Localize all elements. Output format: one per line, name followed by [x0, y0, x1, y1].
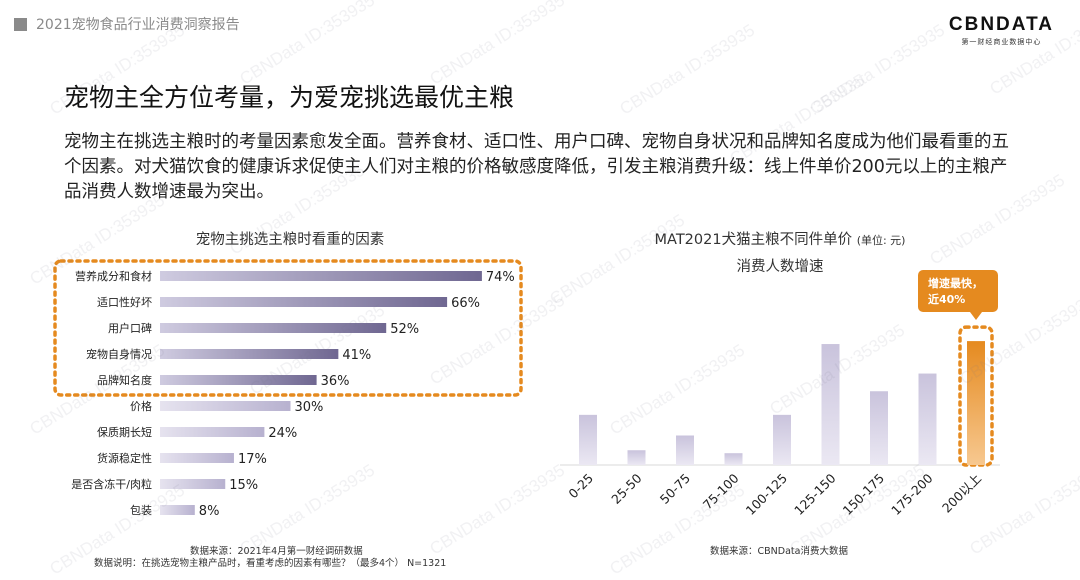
price-tick-label: 100-125: [743, 471, 791, 519]
price-tick-label: 25-50: [608, 470, 644, 506]
factor-bar: [160, 401, 291, 411]
factor-bar: [160, 271, 482, 281]
factor-label: 保质期长短: [97, 425, 152, 439]
factor-value-label: 30%: [295, 400, 324, 415]
price-bar: [579, 414, 597, 465]
price-tick-label: 75-100: [700, 470, 742, 512]
price-growth-bar-chart: 0-25 25-50 50-75 75-100 100-125 125-150 150-17…: [560, 270, 1000, 519]
watermark-text: CBNData ID:353935: [616, 20, 758, 119]
right-chart-title-main: MAT2021犬猫主粮不同件单价: [654, 232, 853, 248]
factor-bar: [160, 479, 226, 489]
factor-value-label: 8%: [199, 504, 220, 519]
factor-bar: [160, 453, 234, 463]
callout-pointer: [970, 312, 982, 320]
price-bar: [724, 453, 743, 465]
watermark-text: CBNData ID:353935: [806, 20, 948, 119]
factor-bar: [160, 505, 195, 515]
left-source: 数据来源：2021年4月第一财经调研数据: [190, 546, 363, 557]
logo-sub-text: 第一财经商业数据中心: [961, 38, 1042, 46]
watermark-text: CBNData ID:353935: [426, 0, 568, 89]
factor-label: 用户口碑: [108, 321, 152, 335]
factor-bar: [160, 375, 317, 385]
price-bar: [676, 435, 694, 465]
cbndata-logo: CBNDATA 第一财经商业数据中心: [949, 14, 1054, 47]
page-headline: 宠物主全方位考量，为爱宠挑选最优主粮: [64, 83, 515, 112]
price-tick-label: 0-25: [565, 471, 596, 502]
top5-highlight-box: [53, 259, 523, 397]
factor-bar: [160, 297, 448, 307]
factor-value-label: 17%: [238, 452, 267, 467]
price-tick-label: 200以上: [939, 471, 984, 516]
price-bar: [918, 373, 937, 465]
left-note: 数据说明：在挑选宠物主粮产品时，看重考虑的因素有哪些？（最多4个） N=1321: [94, 558, 447, 569]
report-header: 2021宠物食品行业消费洞察报告: [14, 14, 240, 34]
factor-label: 适口性好坏: [97, 295, 152, 309]
price-bar: [870, 391, 888, 465]
price-bar: [821, 344, 840, 465]
watermark-text: CBNData ID:353935: [236, 0, 378, 89]
factor-bar: [160, 349, 339, 359]
factors-bar-chart: 营养成分和食材 74% 适口性好坏 66% 用户口碑 52% 宠物自身情况 41% 品牌知名度 3…: [53, 259, 523, 519]
price-tick-label: 125-150: [791, 470, 839, 518]
price-bar: [627, 450, 646, 465]
right-chart-title-unit: (单位: 元): [856, 234, 906, 247]
factor-value-label: 74%: [486, 270, 515, 285]
report-title: 2021宠物食品行业消费洞察报告: [36, 17, 240, 33]
callout-text-line1: 增速最快，: [928, 276, 983, 290]
factor-bar: [160, 427, 265, 437]
factor-label: 是否含冻干/肉粒: [71, 477, 152, 491]
factor-value-label: 66%: [451, 296, 480, 311]
factor-value-label: 52%: [390, 322, 419, 337]
factor-label: 品牌知名度: [97, 373, 152, 387]
summary-paragraph: 宠物主在挑选主粮时的考量因素愈发全面。营养食材、适口性、用户口碑、宠物自身状况和…: [64, 132, 1009, 202]
price-tick-label: 150-175: [840, 471, 888, 519]
factor-value-label: 36%: [321, 374, 350, 389]
header-square-icon: [14, 17, 27, 31]
right-source: 数据来源：CBNData消费大数据: [710, 546, 848, 557]
price-bar: [773, 414, 791, 465]
price-tick-label: 175-200: [888, 470, 936, 518]
logo-main-text: CBNDATA: [948, 14, 1054, 35]
callout-box: [918, 270, 998, 312]
price-bar: [967, 341, 985, 465]
factor-value-label: 24%: [268, 426, 297, 441]
factor-value-label: 41%: [342, 348, 371, 363]
factor-value-label: 15%: [229, 478, 258, 493]
right-chart-title: MAT2021犬猫主粮不同件单价 (单位: 元): [590, 228, 970, 249]
factor-label: 宠物自身情况: [86, 347, 152, 361]
factor-label: 营养成分和食材: [75, 269, 152, 283]
left-chart-title: 宠物主挑选主粮时看重的因素: [195, 232, 385, 248]
factor-label: 货源稳定性: [97, 451, 152, 465]
right-chart-subtitle: 消费人数增速: [736, 259, 824, 275]
factor-label: 包装: [130, 504, 152, 517]
callout-text-line2: 近40%: [928, 292, 965, 306]
price-tick-label: 50-75: [657, 471, 693, 507]
factor-label: 价格: [130, 399, 152, 413]
factor-bar: [160, 323, 387, 333]
